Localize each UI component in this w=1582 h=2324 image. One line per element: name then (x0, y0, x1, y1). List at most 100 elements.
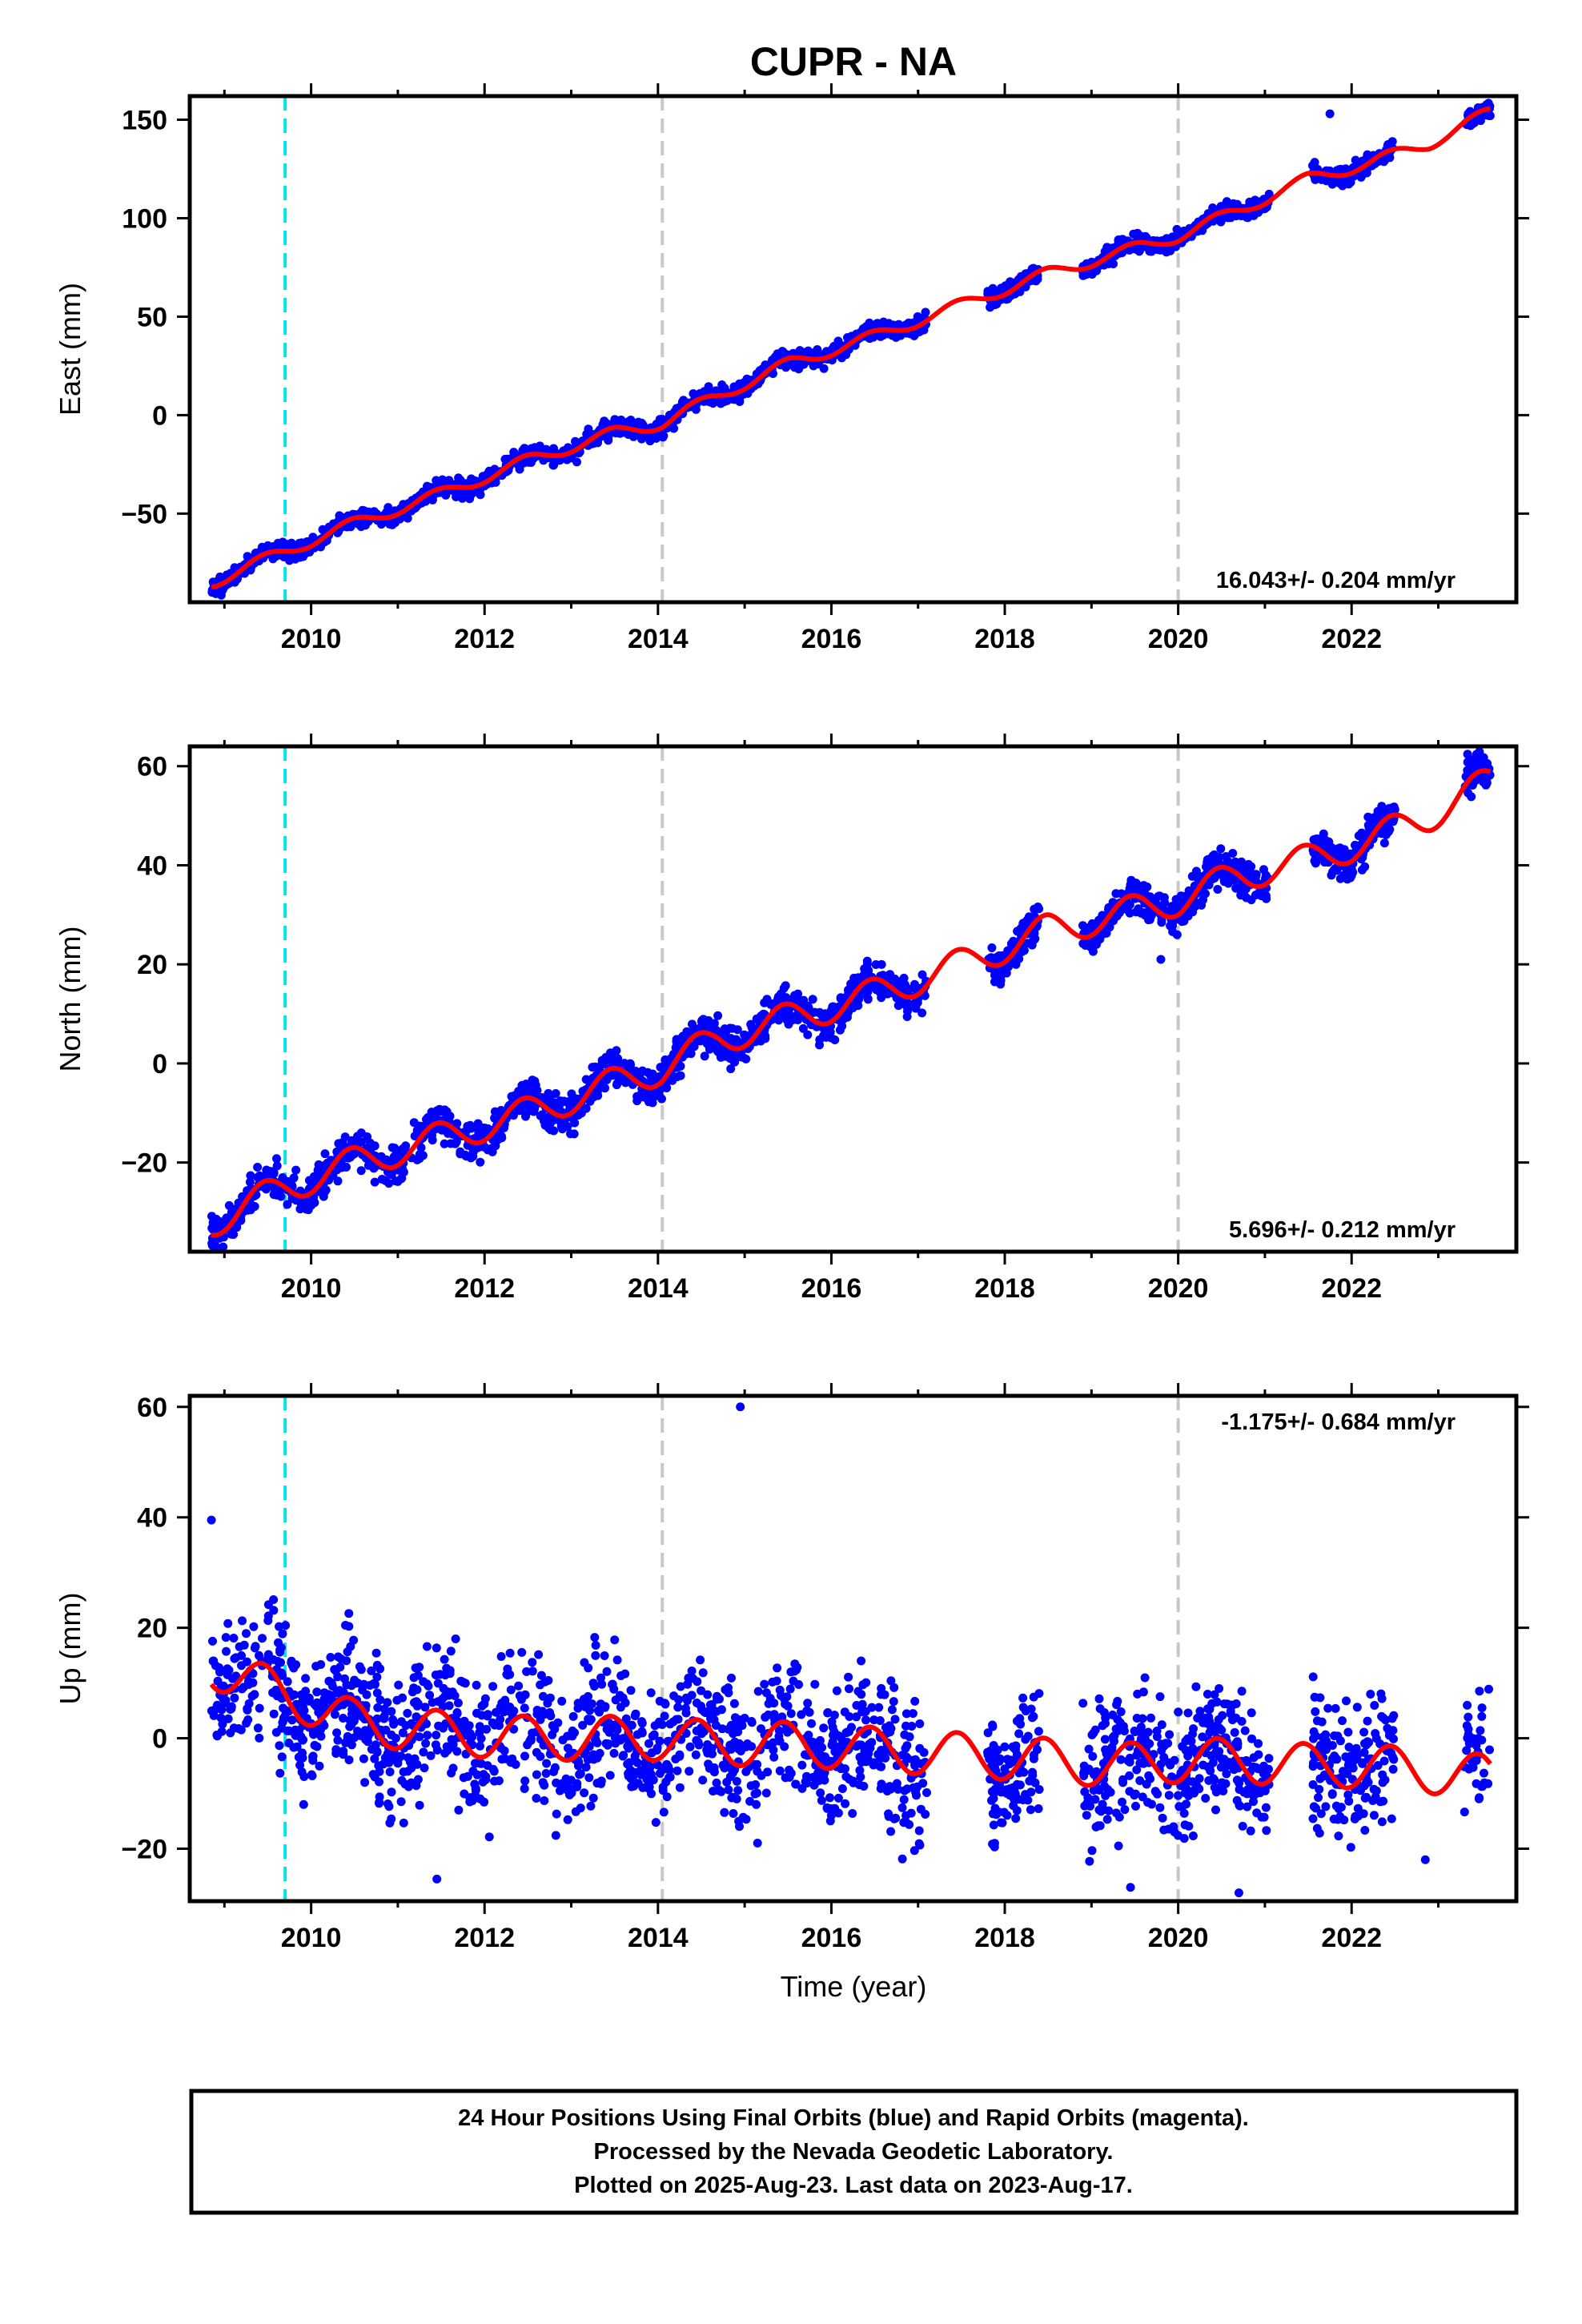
position-point (456, 1676, 466, 1686)
position-point (219, 1242, 228, 1252)
position-point (1483, 758, 1492, 768)
position-point (807, 1719, 816, 1728)
position-point (1032, 274, 1042, 283)
position-point (1030, 904, 1039, 914)
position-point (781, 981, 790, 991)
position-point (1237, 1717, 1247, 1726)
position-point (799, 995, 809, 1005)
position-point (494, 1776, 504, 1786)
position-point (863, 994, 873, 1003)
position-point (1317, 1717, 1327, 1727)
position-point (804, 1731, 813, 1740)
position-point (1359, 1809, 1368, 1819)
position-point (1187, 871, 1197, 881)
position-point (908, 1709, 917, 1719)
position-point (1188, 1831, 1198, 1840)
position-point (1222, 1769, 1231, 1779)
position-point (1230, 1727, 1239, 1737)
position-point (283, 1200, 292, 1209)
position-point (532, 1794, 541, 1803)
position-point (1026, 1704, 1036, 1714)
x-tick-label: 2010 (281, 624, 342, 654)
position-point (997, 283, 1006, 293)
position-point (344, 1755, 354, 1765)
position-point (253, 1163, 263, 1172)
position-point (808, 995, 817, 1004)
position-point (480, 1143, 490, 1152)
position-point (273, 538, 283, 548)
position-point (222, 1647, 231, 1656)
plot-area (207, 1396, 1494, 1901)
x-tick-label: 2012 (454, 624, 515, 654)
model-curve (211, 106, 1492, 590)
position-point (307, 1200, 316, 1210)
position-point (810, 1007, 819, 1017)
position-point (360, 1778, 370, 1787)
position-point (1136, 1723, 1146, 1731)
position-point (817, 1795, 826, 1805)
position-point (222, 1214, 231, 1224)
position-point (798, 1023, 808, 1033)
position-point (1477, 1711, 1487, 1721)
position-point (231, 1671, 241, 1681)
position-point (1188, 1743, 1198, 1753)
position-point (1126, 880, 1135, 890)
position-point (1373, 1761, 1383, 1770)
position-point (672, 1035, 681, 1044)
position-point (428, 1131, 436, 1140)
position-point (1011, 1814, 1021, 1823)
position-point (379, 1704, 389, 1714)
position-point (545, 1120, 555, 1129)
position-point (1475, 1687, 1484, 1696)
x-tick-label: 2022 (1321, 624, 1382, 654)
position-point (381, 1725, 391, 1735)
position-point (555, 1786, 564, 1795)
position-point (566, 1129, 575, 1139)
position-point (440, 1655, 449, 1664)
y-tick-label: 100 (122, 203, 167, 234)
position-point (600, 1651, 609, 1660)
y-tick-label: 20 (137, 950, 167, 980)
position-point (727, 1673, 736, 1683)
position-point (1339, 870, 1348, 880)
position-point (359, 1754, 368, 1763)
position-point (318, 525, 327, 534)
position-point (726, 1064, 736, 1074)
position-point (1018, 1703, 1028, 1712)
position-point (437, 1125, 447, 1135)
position-point (1316, 1809, 1326, 1819)
position-point (317, 1186, 327, 1196)
position-point (365, 1138, 375, 1148)
position-points (207, 1402, 1494, 1898)
velocity-label: 5.696+/- 0.212 mm/yr (1229, 1217, 1456, 1243)
plot-area (207, 96, 1495, 602)
position-point (656, 1063, 665, 1072)
position-point (1320, 858, 1329, 867)
position-point (1090, 1795, 1100, 1804)
position-point (238, 1616, 247, 1626)
position-point (593, 1706, 603, 1715)
position-point (584, 424, 593, 434)
position-point (1360, 862, 1370, 871)
position-point (605, 1052, 615, 1062)
x-tick-label: 2022 (1321, 1273, 1382, 1304)
position-point (530, 443, 540, 452)
position-point (1183, 1708, 1193, 1718)
position-point (1157, 918, 1166, 927)
position-point (287, 1180, 297, 1190)
position-point (552, 1809, 561, 1819)
position-point (373, 1703, 383, 1712)
position-point (801, 348, 811, 358)
position-point (986, 953, 996, 963)
position-point (602, 1667, 612, 1676)
y-axis-label: North (mm) (54, 927, 86, 1072)
position-point (271, 552, 280, 561)
position-point (588, 1063, 597, 1072)
position-point (581, 1763, 591, 1772)
position-point (548, 1730, 557, 1739)
x-tick-label: 2014 (628, 624, 689, 654)
position-point (753, 1687, 763, 1696)
position-point (689, 1042, 699, 1051)
chart-title: CUPR - NA (750, 39, 957, 84)
position-point (221, 1633, 231, 1642)
